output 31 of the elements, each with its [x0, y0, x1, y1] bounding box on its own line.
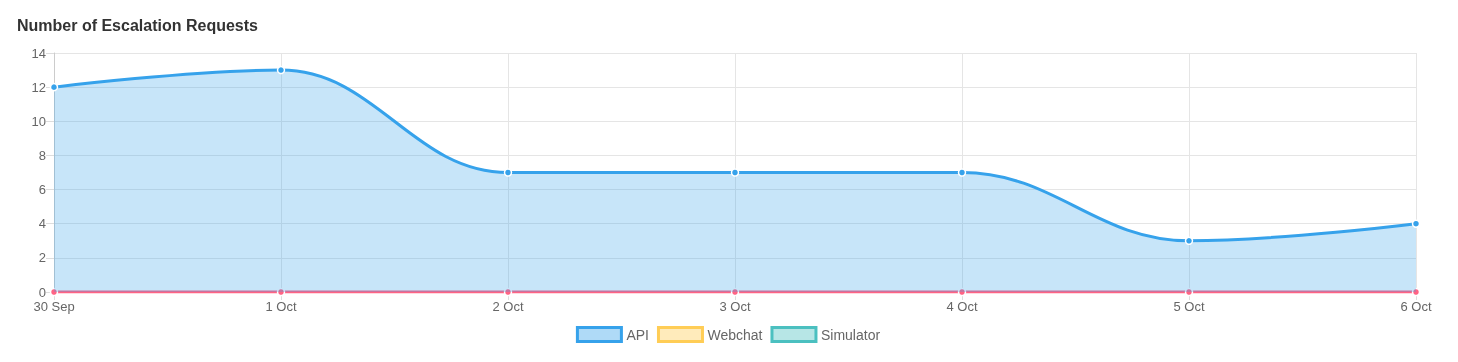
- point: [276, 65, 286, 75]
- x-tick-label: 30 Sep: [33, 299, 75, 314]
- y-tick-label: 10: [31, 113, 46, 129]
- y-tick-label: 8: [38, 147, 46, 163]
- y-tick-label: 14: [31, 45, 46, 61]
- x-tick-label: 2 Oct: [492, 299, 524, 314]
- chart-title: Number of Escalation Requests: [17, 16, 259, 34]
- x-tick-label: 5 Oct: [1173, 299, 1205, 314]
- point: [957, 287, 967, 297]
- y-tick-label: 2: [38, 250, 46, 266]
- y-tick-label: 6: [38, 182, 46, 198]
- point: [503, 168, 513, 177]
- point: [730, 287, 740, 297]
- point: [503, 287, 513, 297]
- y-tick-label: 0: [38, 284, 46, 300]
- x-tick-label: 4 Oct: [946, 299, 978, 314]
- point: [730, 168, 740, 177]
- point: [1184, 236, 1194, 246]
- x-tick-label: 6 Oct: [1400, 299, 1432, 314]
- legend-label: Webchat: [707, 326, 763, 343]
- point: [957, 168, 967, 177]
- point: [1184, 287, 1194, 297]
- y-tick-label: 4: [38, 216, 46, 232]
- point: [49, 82, 59, 92]
- point: [276, 287, 286, 297]
- x-tick-label: 1 Oct: [265, 299, 297, 314]
- legend-label: Simulator: [820, 326, 881, 343]
- legend-label: API: [626, 326, 649, 343]
- x-tick-label: 3 Oct: [719, 299, 751, 314]
- point: [49, 287, 59, 297]
- y-tick-label: 12: [31, 79, 46, 95]
